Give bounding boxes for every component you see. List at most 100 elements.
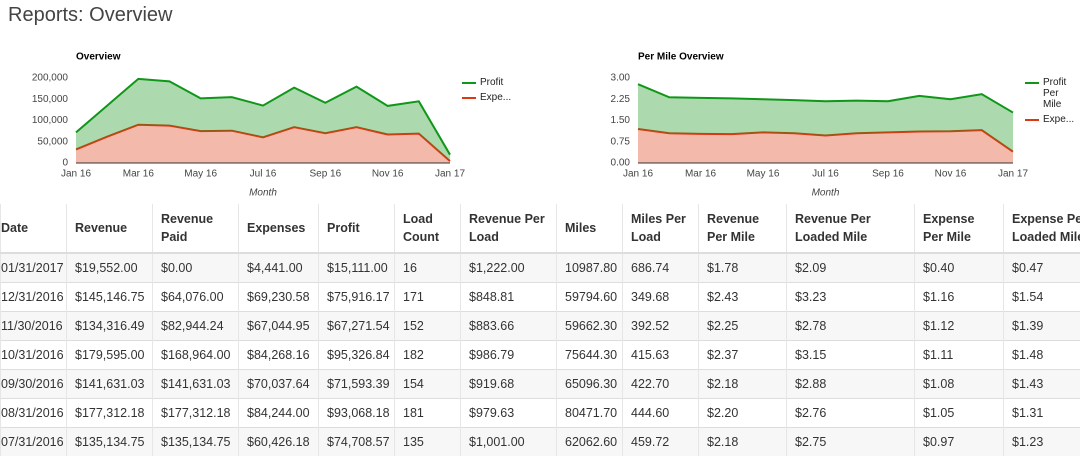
table-cell: $141,631.03 xyxy=(66,369,153,399)
y-tick-label: 100,000 xyxy=(32,115,69,126)
table-cell: 152 xyxy=(394,311,461,341)
legend-label: Expe... xyxy=(480,92,512,103)
legend-swatch xyxy=(1025,82,1039,84)
column-header: Profit xyxy=(318,204,395,254)
x-tick-label: Sep 16 xyxy=(309,169,341,180)
table-cell: 181 xyxy=(394,398,461,428)
table-cell: $2.75 xyxy=(786,427,915,456)
table-cell: $2.20 xyxy=(698,398,787,428)
table-cell: $74,708.57 xyxy=(318,427,395,456)
table-cell: $15,111.00 xyxy=(318,252,395,283)
y-tick-label: 0.00 xyxy=(611,158,631,169)
table-cell: $135,134.75 xyxy=(66,427,153,456)
legend-item: Expe... xyxy=(1025,114,1074,125)
table-cell: 65096.30 xyxy=(556,369,623,399)
table-container: Date Revenue Revenue Paid Expenses Profit Loa… xyxy=(0,204,1080,456)
table-cell: 10987.80 xyxy=(556,252,623,283)
table-cell: $179,595.00 xyxy=(66,340,153,370)
legend-item: Profit xyxy=(462,77,532,88)
column-header: Expenses xyxy=(238,204,319,254)
table-cell: $2.18 xyxy=(698,427,787,456)
page-title: Reports: Overview xyxy=(8,4,173,26)
table-cell: $1.05 xyxy=(914,398,1004,428)
y-tick-label: 150,000 xyxy=(32,94,69,105)
column-header: Revenue xyxy=(66,204,153,254)
column-header: Date xyxy=(0,204,67,254)
table-cell: $0.00 xyxy=(152,252,239,283)
table-cell: $2.09 xyxy=(786,252,915,283)
y-tick-label: 1.50 xyxy=(611,115,631,126)
x-axis-title: Month xyxy=(249,188,277,199)
table-cell: 62062.60 xyxy=(556,427,623,456)
table-cell: 171 xyxy=(394,282,461,312)
table-cell: $2.25 xyxy=(698,311,787,341)
table-cell: $60,426.18 xyxy=(238,427,319,456)
table-cell: $1.11 xyxy=(914,340,1004,370)
column-header: Miles xyxy=(556,204,623,254)
table-cell: $0.97 xyxy=(914,427,1004,456)
table-cell: $4,441.00 xyxy=(238,252,319,283)
area-line xyxy=(75,77,451,156)
table-cell: 459.72 xyxy=(622,427,699,456)
table-cell: 135 xyxy=(394,427,461,456)
table-cell: $2.78 xyxy=(786,311,915,341)
legend-item: Profit Per Mile xyxy=(1025,77,1067,110)
x-tick-label: Jul 16 xyxy=(812,169,839,180)
chart-title: Overview xyxy=(76,52,121,63)
table-cell: $1.23 xyxy=(1003,427,1080,456)
legend: Profit Expe... xyxy=(462,77,532,107)
area-fill xyxy=(638,84,1013,152)
report-table: Date Revenue Revenue Paid Expenses Profit Loa… xyxy=(0,204,1080,456)
x-axis-title: Month xyxy=(812,188,840,199)
area-fill xyxy=(76,78,450,162)
table-cell: $70,037.64 xyxy=(238,369,319,399)
table-cell: $1.08 xyxy=(914,369,1004,399)
table-cell: 16 xyxy=(394,252,461,283)
table-cell: $1.48 xyxy=(1003,340,1080,370)
table-cell: 422.70 xyxy=(622,369,699,399)
table-cell: $177,312.18 xyxy=(152,398,239,428)
table-cell: $3.23 xyxy=(786,282,915,312)
area-line xyxy=(75,123,451,162)
table-cell: $84,268.16 xyxy=(238,340,319,370)
column-header: Load Count xyxy=(394,204,461,254)
table-cell: $93,068.18 xyxy=(318,398,395,428)
column-header: Revenue Per Loaded Mile xyxy=(786,204,915,254)
x-tick-label: May 16 xyxy=(747,169,780,180)
legend-swatch xyxy=(462,97,476,99)
table-cell: 11/30/2016 xyxy=(0,311,67,341)
table-cell: 59662.30 xyxy=(556,311,623,341)
table-row: 11/30/2016 $134,316.49 $82,944.24 $67,044.9… xyxy=(0,311,1080,341)
table-cell: $177,312.18 xyxy=(66,398,153,428)
legend-label: Expe... xyxy=(1043,114,1075,125)
table-cell: $848.81 xyxy=(460,282,557,312)
table-cell: $1.16 xyxy=(914,282,1004,312)
x-tick-label: May 16 xyxy=(184,169,217,180)
table-cell: $67,044.95 xyxy=(238,311,319,341)
y-tick-label: 50,000 xyxy=(37,136,68,147)
table-cell: 08/31/2016 xyxy=(0,398,67,428)
table-cell: $168,964.00 xyxy=(152,340,239,370)
legend-label: Profit Per Mile xyxy=(1043,77,1067,110)
table-cell: 686.74 xyxy=(622,252,699,283)
y-tick-label: 200,000 xyxy=(32,73,69,84)
table-cell: 444.60 xyxy=(622,398,699,428)
table-row: 09/30/2016 $141,631.03 $141,631.03 $70,037.… xyxy=(0,369,1080,399)
table-cell: $71,593.39 xyxy=(318,369,395,399)
table-cell: $0.47 xyxy=(1003,252,1080,283)
table-cell: 59794.60 xyxy=(556,282,623,312)
table-cell: 80471.70 xyxy=(556,398,623,428)
column-header: Revenue Per Load xyxy=(460,204,557,254)
column-header: Revenue Paid xyxy=(152,204,239,254)
table-cell: 07/31/2016 xyxy=(0,427,67,456)
table-cell: $2.18 xyxy=(698,369,787,399)
y-tick-label: 2.25 xyxy=(611,94,631,105)
charts: Overview Jan 16 Mar 16 May 16 Jul 16 Sep 16 No… xyxy=(32,52,1029,199)
x-tick-label: Jan 17 xyxy=(435,169,465,180)
table-row: 08/31/2016 $177,312.18 $177,312.18 $84,244.… xyxy=(0,398,1080,428)
table-cell: 182 xyxy=(394,340,461,370)
table-cell: $979.63 xyxy=(460,398,557,428)
table-row: 01/31/2017 $19,552.00 $0.00 $4,441.00 $15,11… xyxy=(0,252,1080,283)
table-cell: $141,631.03 xyxy=(152,369,239,399)
